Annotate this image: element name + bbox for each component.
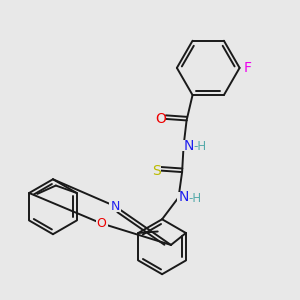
FancyBboxPatch shape [109, 201, 121, 212]
Text: F: F [244, 61, 252, 75]
Text: N: N [184, 139, 194, 153]
FancyBboxPatch shape [150, 165, 161, 176]
FancyBboxPatch shape [182, 140, 198, 152]
Text: N: N [179, 190, 189, 205]
Text: S: S [152, 164, 161, 178]
Text: -H: -H [194, 140, 207, 153]
FancyBboxPatch shape [242, 62, 253, 74]
FancyBboxPatch shape [154, 113, 165, 124]
Text: O: O [155, 112, 166, 126]
FancyBboxPatch shape [177, 192, 193, 203]
FancyBboxPatch shape [96, 218, 107, 229]
Text: N: N [110, 200, 120, 213]
Text: -H: -H [188, 192, 202, 205]
Text: O: O [97, 217, 106, 230]
